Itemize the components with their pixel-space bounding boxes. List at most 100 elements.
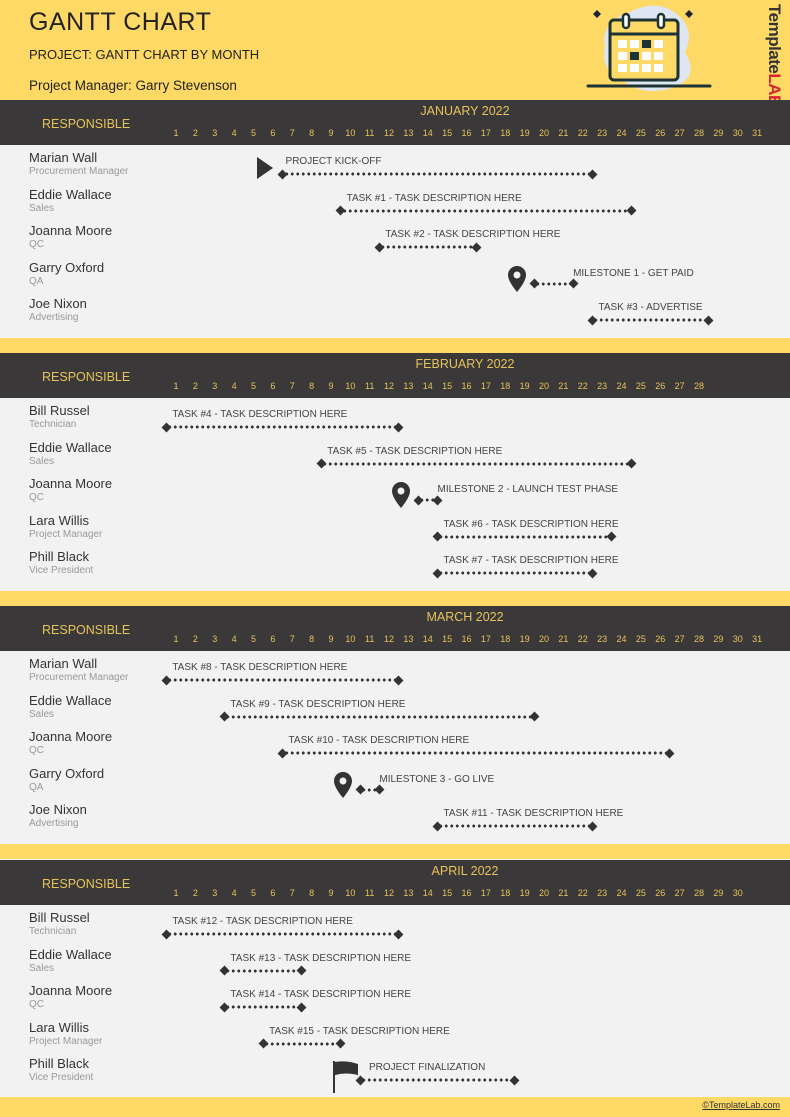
day-number: 6 [270, 888, 276, 898]
day-number: 20 [539, 888, 550, 898]
day-number: 9 [328, 128, 334, 138]
task-bar-dots [361, 787, 379, 792]
task-bar[interactable] [587, 315, 713, 325]
day-number: 18 [500, 634, 511, 644]
calendar-icon [586, 5, 712, 92]
day-number: 10 [345, 128, 356, 138]
end-diamond-icon [394, 929, 404, 939]
day-number: 28 [693, 888, 704, 898]
task-bar[interactable] [161, 422, 403, 432]
responsible-name: Joanna Moore [29, 476, 113, 491]
task-bar-dots [380, 245, 476, 249]
task-bar-dots [264, 1041, 340, 1046]
day-number: 7 [289, 634, 295, 644]
task-bar[interactable] [316, 459, 636, 469]
end-diamond-icon [297, 966, 307, 976]
day-number: 25 [635, 128, 646, 138]
start-diamond-icon [432, 532, 442, 542]
task-bar[interactable] [161, 929, 403, 939]
day-number: 28 [693, 634, 704, 644]
day-number: 13 [403, 634, 414, 644]
day-number: 6 [270, 381, 276, 391]
task-bar-dots [341, 208, 631, 213]
end-diamond-icon [626, 206, 636, 216]
day-number: 13 [403, 888, 414, 898]
responsible-role: Sales [29, 455, 55, 467]
day-number: 17 [480, 381, 491, 391]
start-diamond-icon [278, 169, 288, 179]
day-number: 1 [173, 128, 179, 138]
end-diamond-icon [607, 532, 617, 542]
month-section: RESPONSIBLE APRIL 2022 1 2 3 4 5 6 7 8 9 10 11 12 13 14… [0, 860, 790, 1113]
responsible-role: Project Manager [29, 1035, 103, 1047]
start-diamond-icon [161, 422, 171, 432]
task-bar[interactable] [432, 821, 597, 831]
task-bar[interactable] [278, 748, 675, 758]
day-number: 8 [309, 888, 315, 898]
day-number: 3 [212, 381, 218, 391]
responsible-name: Joe Nixon [29, 296, 87, 311]
task-bar[interactable] [219, 712, 539, 722]
task-bar[interactable] [355, 785, 384, 795]
day-number: 20 [539, 381, 550, 391]
day-number: 19 [519, 634, 530, 644]
task-bar[interactable] [258, 1039, 345, 1049]
day-number: 29 [713, 634, 724, 644]
day-number: 5 [250, 634, 256, 644]
day-number: 17 [480, 888, 491, 898]
task-label: TASK #2 - TASK DESCRIPTION HERE [385, 229, 561, 240]
task-label: TASK #13 - TASK DESCRIPTION HERE [230, 952, 412, 964]
task-bar[interactable] [374, 242, 481, 252]
end-diamond-icon [394, 422, 404, 432]
responsible-role: Sales [29, 708, 55, 720]
task-bar[interactable] [355, 1075, 520, 1085]
task-bar[interactable] [529, 279, 578, 289]
responsible-name: Eddie Wallace [29, 692, 112, 708]
task-bar[interactable] [432, 532, 616, 542]
responsible-role: QC [29, 492, 44, 503]
day-number: 27 [674, 888, 685, 898]
task-bar[interactable] [161, 675, 403, 685]
task-bar[interactable] [336, 206, 637, 216]
day-number: 30 [732, 634, 743, 644]
responsible-name: Phill Black [29, 549, 89, 564]
section-divider [0, 338, 790, 353]
task-bar[interactable] [432, 568, 597, 578]
end-diamond-icon [587, 568, 597, 578]
task-bar[interactable] [219, 1002, 306, 1012]
day-number: 31 [752, 128, 763, 138]
day-number: 3 [212, 128, 218, 138]
month-header: RESPONSIBLE JANUARY 2022 1 2 3 4 5 6 7 8 9 10 11 12 13… [0, 100, 790, 145]
task-bar-dots [167, 678, 398, 682]
task-bar-dots [361, 1078, 514, 1082]
task-bar[interactable] [219, 966, 306, 976]
page-title: GANTT CHART [29, 8, 212, 36]
task-bar[interactable] [413, 495, 442, 505]
day-number: 17 [480, 128, 491, 138]
day-number: 1 [173, 888, 179, 898]
day-number: 8 [309, 381, 315, 391]
responsible-name: Joanna Moore [29, 223, 113, 238]
day-number: 18 [500, 888, 511, 898]
task-bar[interactable] [278, 169, 598, 179]
day-number: 25 [635, 381, 646, 391]
day-number: 14 [422, 128, 433, 138]
task-label: TASK #5 - TASK DESCRIPTION HERE [327, 445, 503, 457]
day-number: 29 [713, 128, 724, 138]
day-number: 14 [422, 888, 433, 898]
day-number: 3 [212, 888, 218, 898]
day-number: 5 [250, 381, 256, 391]
month-section: RESPONSIBLE FEBRUARY 2022 1 2 3 4 5 6 7 8 9 10 11 12 1… [0, 353, 790, 606]
day-number: 19 [519, 128, 530, 138]
day-number: 18 [500, 128, 511, 138]
task-label: TASK #12 - TASK DESCRIPTION HERE [172, 916, 353, 927]
end-diamond-icon [432, 495, 442, 505]
task-bar-dots [438, 571, 592, 575]
task-bar-dots [225, 968, 301, 973]
day-number: 21 [558, 888, 569, 898]
day-number: 12 [384, 128, 395, 138]
day-number: 10 [345, 888, 356, 898]
copyright-link[interactable]: ©TemplateLab.com [702, 1100, 780, 1110]
day-number: 24 [616, 381, 627, 391]
responsible-name: Joanna Moore [29, 729, 113, 744]
